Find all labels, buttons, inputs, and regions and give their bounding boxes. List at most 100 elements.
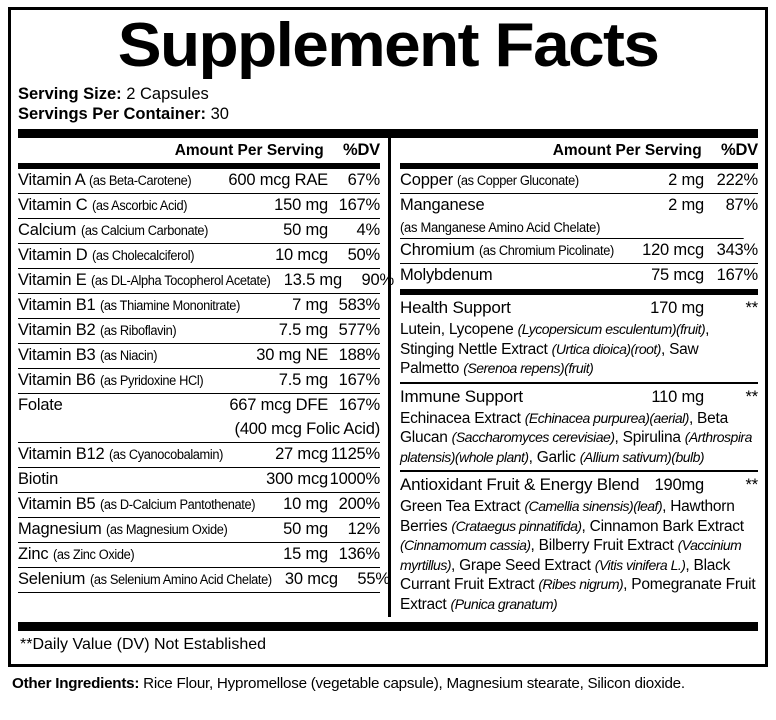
nutrient-row: Zinc (as Zinc Oxide) 15 mg 136% bbox=[18, 543, 380, 568]
amount-per-serving-header: Amount Per Serving bbox=[174, 142, 324, 159]
nutrient-row-main: Vitamin B3 (as Niacin) 30 mg NE 188% bbox=[18, 344, 380, 369]
nutrient-row: Magnesium (as Magnesium Oxide) 50 mg 12% bbox=[18, 518, 380, 543]
nutrient-row: Chromium (as Chromium Picolinate) 120 mcg… bbox=[400, 239, 758, 264]
nutrient-source: (as D-Calcium Pantothenate) bbox=[99, 497, 255, 512]
dv-header: %DV bbox=[343, 141, 380, 159]
nutrient-name: Calcium (as Calcium Carbonate) bbox=[18, 221, 208, 239]
nutrient-amount: 10 mcg bbox=[275, 246, 328, 264]
nutrient-name: Vitamin A (as Beta-Carotene) bbox=[18, 171, 192, 189]
blend-dv: ** bbox=[745, 476, 759, 494]
amount-per-serving-header: Amount Per Serving bbox=[552, 142, 702, 159]
blend-header: Health Support 170 mg ** bbox=[400, 295, 758, 319]
nutrient-row-main: Vitamin B1 (as Thiamine Mononitrate) 7 mg… bbox=[18, 294, 380, 319]
nutrient-dv: 87% bbox=[725, 196, 759, 214]
nutrient-amount: 150 mg bbox=[274, 196, 328, 214]
footnote: **Daily Value (DV) Not Established bbox=[20, 636, 267, 653]
nutrient-dv: 167% bbox=[338, 396, 381, 414]
dv-header: %DV bbox=[721, 141, 758, 159]
blend-ingredient-latin: (Serenoa repens)(fruit) bbox=[463, 360, 594, 376]
nutrient-column-left: Amount Per Serving %DV Vitamin A (as Bet… bbox=[18, 138, 394, 617]
blend-ingredient-latin: (Lycopersicum esculentum)(fruit) bbox=[517, 321, 706, 337]
blend-header: Immune Support 110 mg ** bbox=[400, 384, 758, 408]
blend-amount: 170 mg bbox=[650, 299, 704, 317]
nutrient-amount: 600 mcg RAE bbox=[228, 171, 328, 189]
nutrient-amount: 7 mg bbox=[292, 296, 328, 314]
nutrient-dv: 167% bbox=[716, 266, 759, 284]
blend-name: Immune Support bbox=[400, 386, 523, 406]
nutrient-dv: 167% bbox=[338, 371, 381, 389]
nutrient-amount: 7.5 mg bbox=[278, 321, 328, 339]
blend-ingredient-name: , Beta Glucan bbox=[400, 409, 728, 447]
nutrient-name: Vitamin B2 (as Riboflavin) bbox=[18, 321, 177, 339]
nutrient-source: (as Copper Gluconate) bbox=[457, 173, 580, 188]
nutrient-name: Vitamin B1 (as Thiamine Mononitrate) bbox=[18, 296, 240, 314]
nutrient-dv: 200% bbox=[338, 495, 381, 513]
nutrient-source: (as Ascorbic Acid) bbox=[91, 198, 187, 213]
nutrient-amount: 7.5 mg bbox=[278, 371, 328, 389]
nutrient-name: Biotin bbox=[18, 470, 59, 488]
blend-name: Antioxidant Fruit & Energy Blend bbox=[400, 475, 640, 494]
blend-ingredient-name: , Spirulina bbox=[614, 429, 685, 446]
nutrient-name: Zinc (as Zinc Oxide) bbox=[18, 545, 135, 563]
nutrient-name: Selenium (as Selenium Amino Acid Chelate… bbox=[18, 570, 272, 588]
divider-header-left bbox=[18, 163, 380, 169]
blend-ingredient-name: Lutein, Lycopene bbox=[400, 321, 518, 338]
blend-block: Antioxidant Fruit & Energy Blend 190mg ** G… bbox=[400, 470, 758, 617]
blend-ingredient-latin: (Camellia sinensis)(leaf) bbox=[524, 498, 663, 514]
nutrient-source: (as Magnesium Oxide) bbox=[105, 522, 228, 537]
nutrient-row-main: Molybdenum 75 mcg 167% bbox=[400, 264, 758, 289]
blend-ingredient-latin: (Arthrospira platensis)(whole plant) bbox=[400, 429, 752, 465]
other-ingredients-label: Other Ingredients: bbox=[12, 675, 140, 692]
serving-info: Serving Size: 2 Capsules Servings Per Co… bbox=[18, 84, 758, 124]
column-header-left: Amount Per Serving %DV bbox=[18, 138, 381, 163]
blend-amount: 190mg bbox=[654, 476, 705, 494]
nutrient-row-main: Calcium (as Calcium Carbonate) 50 mg 4% bbox=[18, 219, 380, 244]
nutrient-row-main: Vitamin C (as Ascorbic Acid) 150 mg 167% bbox=[18, 194, 380, 219]
nutrient-name: Vitamin B12 (as Cyanocobalamin) bbox=[18, 445, 223, 463]
nutrient-row-main: Vitamin B2 (as Riboflavin) 7.5 mg 577% bbox=[18, 319, 380, 344]
nutrient-name: Vitamin C (as Ascorbic Acid) bbox=[18, 196, 187, 214]
blend-header: Antioxidant Fruit & Energy Blend 190mg ** bbox=[400, 472, 758, 496]
nutrient-dv: 12% bbox=[347, 520, 381, 538]
nutrient-source: (as Chromium Picolinate) bbox=[478, 243, 614, 258]
nutrient-row: Vitamin B12 (as Cyanocobalamin) 27 mcg 112… bbox=[18, 443, 380, 468]
nutrient-source: (as Thiamine Mononitrate) bbox=[99, 298, 240, 313]
nutrient-row-main: Vitamin E (as DL-Alpha Tocopherol Acetat… bbox=[18, 269, 394, 294]
serving-size-value: 2 Capsules bbox=[126, 85, 209, 103]
nutrient-row: Folate 667 mcg DFE 167% (400 mcg Folic Acid… bbox=[18, 394, 380, 443]
nutrient-rows-right: Copper (as Copper Gluconate) 2 mg 222% Mang… bbox=[400, 169, 758, 289]
nutrient-row: Manganese 2 mg 87% (as Manganese Amino Acid… bbox=[400, 194, 758, 239]
nutrient-amount: 50 mg bbox=[283, 520, 328, 538]
nutrient-dv: 222% bbox=[716, 171, 759, 189]
nutrient-source: (as Selenium Amino Acid Chelate) bbox=[89, 572, 272, 587]
nutrient-row-main: Manganese 2 mg 87% bbox=[400, 194, 758, 219]
nutrient-row-main: Zinc (as Zinc Oxide) 15 mg 136% bbox=[18, 543, 380, 568]
blend-block: Immune Support 110 mg ** Echinacea Extract … bbox=[400, 381, 758, 471]
blend-block: Health Support 170 mg ** Lutein, Lycopene (… bbox=[400, 295, 758, 382]
nutrient-amount: 667 mcg DFE bbox=[229, 396, 328, 414]
nutrient-row: Copper (as Copper Gluconate) 2 mg 222% bbox=[400, 169, 758, 194]
nutrient-dv: 1000% bbox=[329, 470, 381, 488]
serving-size-label: Serving Size: bbox=[18, 85, 122, 103]
proprietary-blends: Health Support 170 mg ** Lutein, Lycopene (… bbox=[400, 295, 758, 617]
blend-ingredient-latin: (Ribes nigrum) bbox=[538, 576, 624, 592]
nutrient-row: Vitamin B5 (as D-Calcium Pantothenate) 10… bbox=[18, 493, 380, 518]
nutrient-row-main: Vitamin B12 (as Cyanocobalamin) 27 mcg 112… bbox=[18, 443, 380, 468]
nutrient-row-main: Chromium (as Chromium Picolinate) 120 mcg… bbox=[400, 239, 758, 264]
nutrient-source: (as Cholecalciferol) bbox=[91, 248, 195, 263]
blend-ingredient-name: , Hawthorn Berries bbox=[400, 498, 735, 535]
blend-ingredient-name: , Bilberry Fruit Extract bbox=[530, 537, 678, 554]
nutrient-row: Vitamin C (as Ascorbic Acid) 150 mg 167% bbox=[18, 194, 380, 219]
nutrient-row: Vitamin A (as Beta-Carotene) 600 mcg RAE 6… bbox=[18, 169, 380, 194]
blend-ingredient-latin: (Echinacea purpurea)(aerial) bbox=[524, 409, 690, 426]
nutrient-name: Folate bbox=[18, 396, 63, 414]
nutrient-name: Chromium (as Chromium Picolinate) bbox=[400, 241, 614, 259]
nutrient-row: Molybdenum 75 mcg 167% bbox=[400, 264, 758, 289]
nutrient-source: (as Zinc Oxide) bbox=[52, 547, 135, 562]
blend-ingredient-latin: (Cinnamomum cassia) bbox=[400, 537, 531, 553]
nutrient-row-main: Copper (as Copper Gluconate) 2 mg 222% bbox=[400, 169, 758, 194]
blend-dv: ** bbox=[745, 387, 759, 406]
other-ingredients-value: Rice Flour, Hypromellose (vegetable caps… bbox=[143, 675, 685, 692]
nutrient-source: (as Beta-Carotene) bbox=[89, 173, 192, 188]
blend-ingredient-latin: (Crataegus pinnatifida) bbox=[451, 517, 582, 534]
